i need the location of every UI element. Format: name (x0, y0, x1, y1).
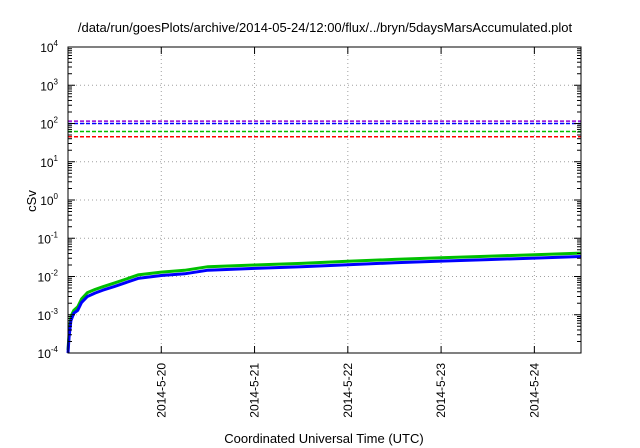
y-tick-base: 10 (38, 232, 52, 246)
y-tick-exponent: -1 (51, 230, 59, 239)
threshold-lines (68, 120, 581, 138)
x-tick-label: 2014-5-24 (527, 363, 541, 418)
chart-title: /data/run/goesPlots/archive/2014-05-24/1… (78, 20, 573, 35)
y-tick-exponent: 3 (54, 77, 59, 86)
y-tick-exponent: -3 (51, 307, 59, 316)
x-tick-label: 2014-5-20 (154, 363, 168, 418)
data-series (66, 251, 582, 354)
series-line (66, 251, 582, 351)
y-tick-exponent: 1 (54, 154, 59, 163)
y-tick-label: 10-4 (38, 345, 59, 361)
y-tick-base: 10 (38, 271, 52, 285)
y-tick-base: 10 (40, 79, 54, 93)
y-tick-label: 103 (40, 77, 58, 93)
y-tick-base: 10 (40, 194, 54, 208)
x-tick-label: 2014-5-22 (341, 363, 355, 418)
series-line (66, 255, 582, 354)
x-tick-label: 2014-5-21 (248, 363, 262, 418)
y-tick-label: 101 (40, 154, 58, 170)
y-tick-base: 10 (40, 118, 54, 132)
y-tick-label: 10-2 (38, 269, 59, 285)
y-tick-label: 102 (40, 116, 58, 132)
y-tick-exponent: 4 (54, 39, 59, 48)
y-tick-exponent: 0 (54, 192, 59, 201)
y-axis-label: cSv (24, 190, 39, 212)
y-tick-exponent: -2 (51, 269, 59, 278)
y-tick-base: 10 (40, 41, 54, 55)
y-tick-base: 10 (38, 347, 52, 361)
x-tick-label: 2014-5-23 (434, 363, 448, 418)
x-axis-label: Coordinated Universal Time (UTC) (224, 431, 423, 446)
y-tick-base: 10 (40, 156, 54, 170)
y-tick-exponent: 2 (54, 116, 59, 125)
grid (68, 47, 581, 353)
y-tick-label: 10-1 (38, 230, 59, 246)
y-tick-label: 100 (40, 192, 58, 208)
y-tick-base: 10 (38, 309, 52, 323)
y-tick-exponent: -4 (51, 345, 59, 354)
y-tick-label: 104 (40, 39, 58, 55)
y-tick-label: 10-3 (38, 307, 59, 323)
x-axis-ticks: 2014-5-20 2014-5-21 2014-5-22 2014-5-23 2014… (154, 47, 541, 418)
